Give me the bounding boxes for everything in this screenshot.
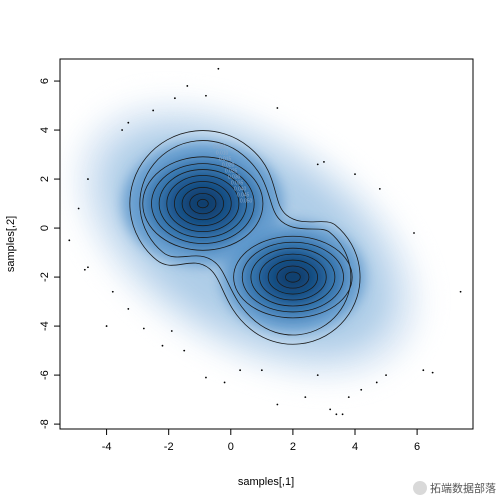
contour-line — [267, 259, 318, 295]
contour-line — [181, 187, 224, 221]
outlier-point — [316, 163, 319, 166]
outlier-point — [360, 388, 363, 391]
outlier-points-layer — [68, 67, 462, 416]
outlier-point — [170, 330, 173, 332]
contour-label: 0.030 — [228, 175, 241, 181]
contour-label: 0.015 — [219, 157, 232, 163]
density-blob — [182, 187, 223, 220]
y-tick-label: 4 — [39, 127, 51, 133]
outlier-point — [87, 266, 89, 269]
outlier-point — [77, 207, 80, 210]
outlier-point — [183, 349, 186, 352]
x-tick-label: 4 — [352, 441, 358, 453]
outlier-point — [87, 178, 89, 180]
outlier-point — [323, 161, 325, 163]
outlier-point — [304, 396, 307, 399]
contour-line — [158, 169, 247, 238]
contour-label: 0.035 — [231, 181, 244, 187]
y-axis-label: samples[,2] — [5, 216, 17, 272]
contour-line — [142, 156, 264, 251]
outlier-point — [459, 290, 462, 293]
contour-line — [250, 247, 336, 307]
y-tick-label: 0 — [39, 225, 51, 231]
contour-label: 0.040 — [234, 187, 247, 193]
contour-line — [151, 163, 255, 244]
outlier-point — [127, 308, 130, 310]
outlier-point — [335, 413, 338, 416]
outlier-point — [152, 109, 155, 112]
density-blob — [274, 262, 311, 292]
plot-frame — [59, 58, 474, 430]
outlier-point — [329, 408, 332, 411]
contour-label: 0.045 — [237, 193, 250, 199]
outlier-point — [68, 239, 71, 242]
contour-line — [196, 198, 209, 209]
outlier-point — [316, 374, 319, 376]
x-tick-label: 2 — [290, 441, 296, 453]
contour-label: 0.050 — [240, 199, 253, 205]
y-axis: -8 -6 -4 -2 0 2 4 6 — [39, 78, 60, 429]
density-layer — [76, 103, 420, 378]
y-tick-label: -6 — [39, 370, 51, 380]
outlier-point — [121, 129, 124, 131]
contour-line — [166, 175, 240, 233]
outlier-point — [173, 97, 176, 100]
watermark: 拓端数据部落 — [413, 480, 496, 496]
outer-contours — [129, 130, 361, 345]
outlier-point — [161, 344, 164, 347]
outlier-point — [223, 381, 226, 384]
contour-line — [129, 130, 361, 345]
outlier-point — [205, 376, 207, 379]
x-tick-label: 6 — [414, 441, 420, 453]
outlier-point — [378, 187, 381, 190]
outlier-point — [354, 173, 356, 176]
contour-label: 0.025 — [225, 169, 238, 175]
y-tick-label: -4 — [39, 321, 51, 331]
outlier-point — [111, 290, 114, 293]
outlier-point — [217, 67, 220, 70]
outlier-point — [205, 94, 207, 97]
contour-label: 0.005 — [213, 145, 226, 151]
contour-label: 0.020 — [222, 163, 235, 169]
y-tick-label: -8 — [39, 419, 51, 429]
outlier-point — [431, 371, 434, 374]
outlier-point — [341, 413, 344, 416]
contour-line — [276, 265, 310, 289]
outlier-point — [260, 369, 263, 372]
y-tick-label: -2 — [39, 272, 51, 282]
contour-line — [233, 235, 353, 319]
x-axis-label: samples[,1] — [238, 476, 294, 488]
outlier-point — [347, 396, 350, 399]
outlier-point — [127, 121, 130, 124]
contour-line — [139, 140, 352, 336]
outlier-point — [422, 369, 425, 372]
contour-line — [174, 181, 232, 227]
contour-line — [259, 253, 327, 301]
contour-line — [189, 192, 217, 215]
outlier-point — [276, 403, 279, 406]
y-tick-label: 2 — [39, 176, 51, 182]
outlier-point — [276, 107, 279, 109]
outlier-point — [83, 268, 86, 271]
x-axis: -4 -2 0 2 4 6 — [102, 429, 420, 453]
watermark-text: 拓端数据部落 — [430, 482, 496, 495]
y-tick-label: 6 — [39, 78, 51, 84]
x-tick-label: -4 — [102, 441, 112, 453]
contour-layer: 0.0050.0100.0150.0200.0250.0300.0350.040… — [129, 130, 361, 345]
contour-line — [285, 271, 301, 283]
contour-line — [241, 241, 344, 313]
x-tick-label: 0 — [228, 441, 234, 453]
outlier-point — [413, 232, 415, 234]
x-tick-label: -2 — [164, 441, 174, 453]
outlier-point — [105, 325, 108, 327]
outlier-point — [375, 381, 378, 384]
outlier-point — [186, 85, 189, 87]
watermark-logo-icon — [413, 481, 427, 495]
outlier-point — [239, 369, 242, 372]
outlier-point — [385, 374, 387, 376]
contour-label: 0.010 — [216, 151, 229, 157]
outlier-point — [142, 327, 145, 330]
